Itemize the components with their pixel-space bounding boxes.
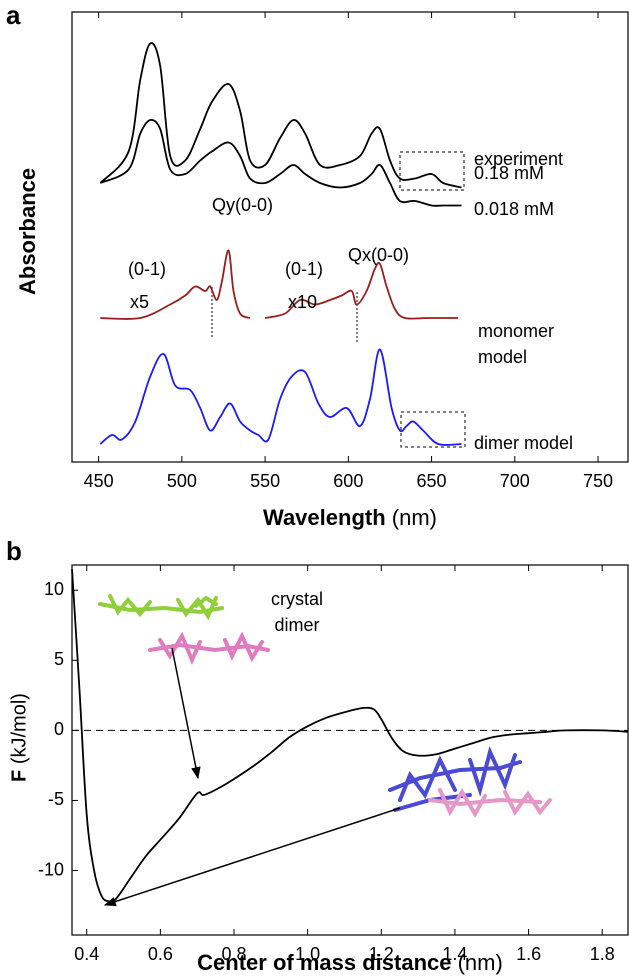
x-tick-label: 600 <box>333 471 363 491</box>
plot-frame <box>72 12 628 462</box>
molecule-green <box>100 596 222 616</box>
plot-frame <box>72 565 628 935</box>
annotation: Qy(0-0) <box>212 192 273 218</box>
x-tick-label: 500 <box>167 471 197 491</box>
y-tick-label: -10 <box>38 859 64 879</box>
y-tick-label: 5 <box>54 649 64 669</box>
arrow <box>172 648 198 778</box>
x-tick-label: 700 <box>500 471 530 491</box>
x-tick-label: 550 <box>250 471 280 491</box>
annotation: crystal dimer <box>262 586 332 638</box>
series-label: 0.018 mM <box>474 196 624 222</box>
annotation: (0-1) <box>128 256 166 282</box>
figure: 4505005506006507007500.40.60.81.01.21.41… <box>0 0 629 979</box>
highlight-box <box>400 152 464 190</box>
y-axis-label: Absorbance <box>15 175 41 295</box>
data-line <box>100 349 461 445</box>
y-axis-label-unit: (kJ/mol) <box>9 693 31 764</box>
series-label: dimer model <box>474 430 624 456</box>
y-tick-label: 0 <box>54 719 64 739</box>
x-tick-label: 750 <box>583 471 613 491</box>
data-line <box>100 120 461 206</box>
annotation: Qx(0-0) <box>348 242 409 268</box>
panel-label: a <box>6 2 20 28</box>
x-axis-label-text: Center of mass distance <box>197 950 451 975</box>
y-axis-label-text: Absorbance <box>15 168 40 295</box>
arrow <box>105 808 400 905</box>
x-tick-label: 650 <box>417 471 447 491</box>
y-axis-label-text: F <box>9 770 31 782</box>
x-axis-label-text: Wavelength <box>263 505 386 530</box>
x-tick-label: 450 <box>84 471 114 491</box>
molecule-pink <box>150 636 268 660</box>
x-axis-label: Wavelength (nm) <box>72 505 628 531</box>
x-axis-label-unit: (nm) <box>392 505 437 530</box>
data-line <box>72 569 628 902</box>
annotation: (0-1) <box>285 256 323 282</box>
annotation: x5 <box>130 289 149 315</box>
annotation: experiment <box>474 146 563 172</box>
x-axis-label: Center of mass distance (nm) <box>72 950 628 976</box>
panel-label: b <box>6 538 22 564</box>
series-label: monomer model <box>478 318 578 370</box>
annotation: x10 <box>288 289 317 315</box>
y-tick-label: -5 <box>48 789 64 809</box>
data-line <box>100 43 461 187</box>
y-tick-label: 10 <box>44 579 64 599</box>
x-axis-label-unit: (nm) <box>458 950 503 975</box>
molecule-pink <box>430 790 550 814</box>
y-axis-label: F (kJ/mol) <box>9 678 32 798</box>
